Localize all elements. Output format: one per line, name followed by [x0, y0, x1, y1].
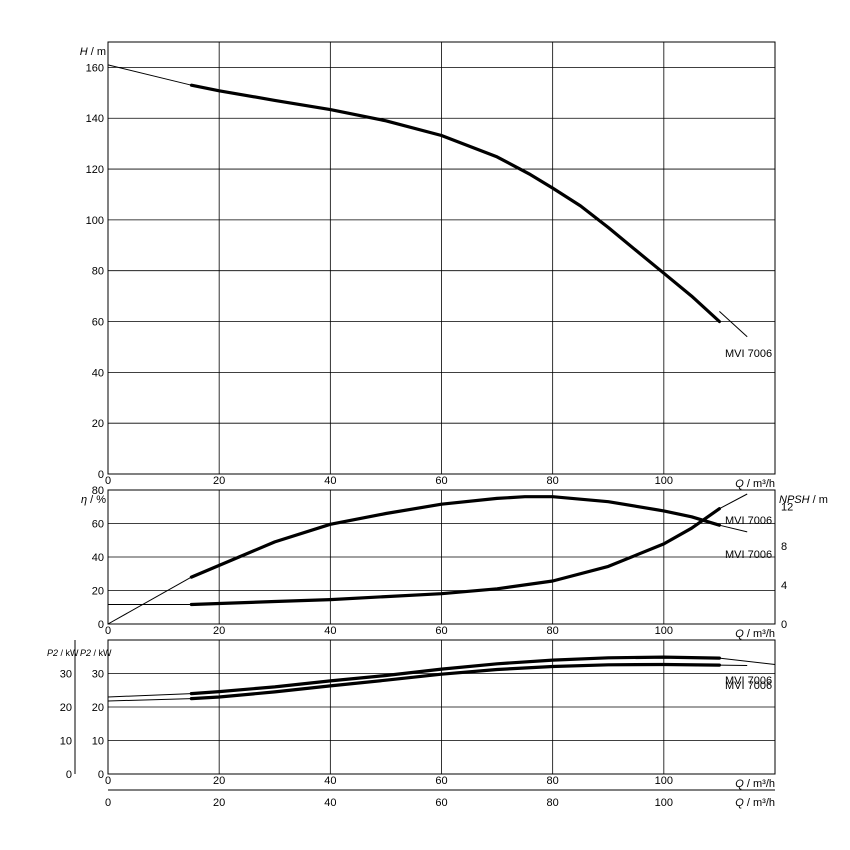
- y-tick-label: 60: [92, 317, 104, 329]
- x-tick-label: 60: [435, 775, 447, 787]
- x-tick-label: 100: [655, 475, 673, 487]
- series-label: MVI 7006: [725, 675, 772, 687]
- series-thin-segment: [719, 524, 748, 533]
- x-tick-label: 0: [105, 475, 111, 487]
- x-tick-label: 100: [655, 625, 673, 637]
- y-tick-label: 120: [86, 164, 104, 176]
- outer-y-tick-label: 0: [66, 769, 72, 781]
- y2-tick-label: 4: [781, 580, 787, 592]
- series-thin-segment: [719, 493, 748, 510]
- series-line-efficiency_npsh-1: [189, 507, 721, 607]
- x-tick-label: 0: [105, 625, 111, 637]
- series-label: MVI 7006: [725, 680, 772, 692]
- series-thin-segment: [107, 576, 192, 625]
- x-tick-label: 40: [324, 625, 336, 637]
- x-tick-label: 40: [324, 475, 336, 487]
- y-tick-label: 0: [98, 769, 104, 781]
- y2-tick-label: 8: [781, 541, 787, 553]
- y-tick-label: 0: [98, 469, 104, 481]
- y2-tick-label: 0: [781, 619, 787, 631]
- series-thin-segment: [107, 693, 192, 698]
- x-tick-label: 20: [213, 475, 225, 487]
- bottom-x-tick-label: 0: [105, 797, 111, 809]
- series-thin-segment: [719, 657, 776, 665]
- y-tick-label: 80: [92, 266, 104, 278]
- x-tick-label: 40: [324, 775, 336, 787]
- y2-tick-label: 12: [781, 502, 793, 514]
- y2-axis-label: NPSH / m: [779, 494, 828, 506]
- bottom-x-tick-label: 40: [324, 797, 336, 809]
- y-axis-label: η / %: [81, 494, 106, 506]
- x-tick-label: 100: [655, 775, 673, 787]
- series-label: MVI 7006: [725, 549, 772, 561]
- series-thin-segment: [107, 698, 192, 702]
- bottom-x-tick-label: 20: [213, 797, 225, 809]
- x-axis-label: Q / m³/h: [735, 478, 775, 490]
- x-tick-label: 80: [547, 775, 559, 787]
- x-tick-label: 20: [213, 625, 225, 637]
- y-tick-label: 20: [92, 702, 104, 714]
- y-tick-label: 10: [92, 736, 104, 748]
- bottom-x-tick-label: 60: [435, 797, 447, 809]
- series-line-power-1: [189, 662, 721, 701]
- x-axis-label: Q / m³/h: [735, 778, 775, 790]
- y-tick-label: 20: [92, 586, 104, 598]
- series-label: MVI 7006: [725, 515, 772, 527]
- bottom-x-tick-label: 100: [655, 797, 673, 809]
- y-tick-label: 80: [92, 485, 104, 497]
- x-tick-label: 20: [213, 775, 225, 787]
- y-tick-label: 140: [86, 113, 104, 125]
- outer-y-tick-label: 10: [60, 736, 72, 748]
- series-line-head-0: [189, 83, 721, 324]
- y-tick-label: 160: [86, 62, 104, 74]
- series-thin-segment: [719, 311, 748, 338]
- series-line-power-0: [189, 655, 721, 696]
- bottom-x-tick-label: 80: [547, 797, 559, 809]
- y-tick-label: 20: [92, 418, 104, 430]
- x-tick-label: 60: [435, 625, 447, 637]
- x-tick-label: 80: [547, 625, 559, 637]
- y-tick-label: 0: [98, 619, 104, 631]
- series-label: MVI 7006: [725, 348, 772, 360]
- x-tick-label: 80: [547, 475, 559, 487]
- outer-y-tick-label: 30: [60, 669, 72, 681]
- outer-y-tick-label: 20: [60, 702, 72, 714]
- series-line-efficiency_npsh-0: [189, 495, 721, 579]
- outer-y-axis-label: P2 / kW: [47, 648, 79, 658]
- x-tick-label: 0: [105, 775, 111, 787]
- y-axis-label: P2 / kW: [80, 648, 112, 658]
- y-tick-label: 30: [92, 669, 104, 681]
- y-tick-label: 100: [86, 215, 104, 227]
- y-tick-label: 60: [92, 519, 104, 531]
- x-axis-label: Q / m³/h: [735, 628, 775, 640]
- series-thin-segment: [107, 64, 192, 86]
- bottom-x-axis-label: Q / m³/h: [735, 797, 775, 809]
- y-axis-label: H / m: [80, 46, 106, 58]
- y-tick-label: 40: [92, 552, 104, 564]
- y-tick-label: 40: [92, 367, 104, 379]
- x-tick-label: 60: [435, 475, 447, 487]
